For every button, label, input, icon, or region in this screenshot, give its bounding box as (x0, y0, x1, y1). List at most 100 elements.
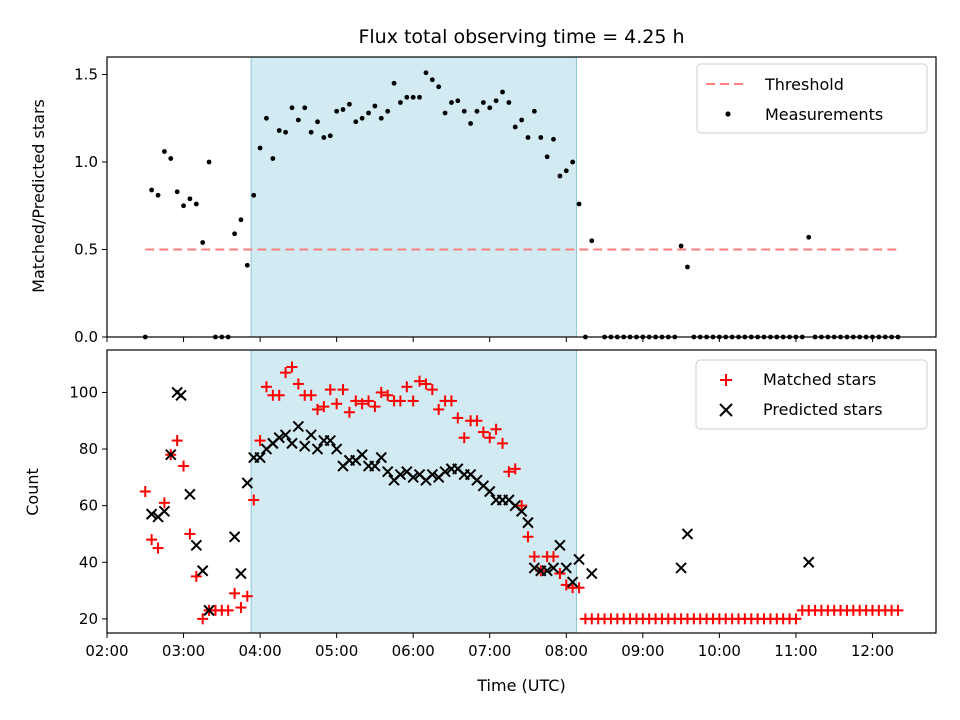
measurement-point (315, 119, 320, 125)
matched-star-point (337, 384, 349, 396)
predicted-star-point (439, 465, 451, 478)
measurement-point (544, 154, 550, 160)
bottom-x-ticks: 02:00 03:00 04:00 05:00 06:00 07:00 08:00 09:00… (85, 633, 894, 660)
bottom-x-tick-label: 02:00 (85, 642, 128, 660)
matched-star-point (522, 531, 534, 543)
matched-star-point (363, 395, 375, 407)
measurement-point (321, 135, 327, 140)
measurement-point (685, 264, 690, 270)
measurement-point (359, 115, 365, 121)
predicted-star-point (145, 508, 158, 520)
predicted-star-point (566, 576, 579, 588)
predicted-star-point (254, 451, 266, 464)
matched-star-point (516, 500, 528, 512)
bottom-panel-frame (106, 349, 937, 634)
measurement-point (232, 231, 238, 237)
predicted-star-point (547, 562, 560, 574)
measurement-point (353, 119, 359, 125)
measurement-point (200, 240, 206, 245)
legend-predicted-swatch (719, 403, 733, 417)
legend-matched-label: Matched stars (763, 370, 876, 389)
matched-star-point (292, 378, 304, 390)
matched-star-point (190, 570, 202, 582)
matched-star-point (790, 613, 802, 625)
matched-star-point (433, 403, 445, 415)
matched-star-point (343, 406, 355, 418)
matched-star-point (229, 587, 241, 599)
matched-star-point (305, 389, 317, 401)
matched-star-point (260, 381, 272, 393)
measurement-point (512, 124, 518, 130)
legend-predicted-label: Predicted stars (763, 400, 883, 419)
predicted-star-point (554, 539, 566, 551)
matched-star-point (503, 466, 515, 478)
predicted-star-point (522, 516, 534, 529)
predicted-star-point (175, 389, 187, 401)
predicted-star-point (426, 468, 439, 481)
bottom-panel: 20 40 60 80 100 02:00 03:00 04:00 05:00 06:00 07:… (23, 349, 937, 695)
measurement-point (366, 110, 371, 116)
matched-star-point (241, 590, 253, 602)
matched-star-point (445, 395, 457, 407)
measurement-point (155, 192, 161, 198)
matched-star-point (471, 415, 483, 427)
measurement-point (327, 133, 333, 139)
matched-star-point (254, 435, 266, 447)
matched-star-point (394, 395, 406, 407)
matched-star-point (222, 604, 234, 616)
top-x-ticks (106, 337, 873, 342)
legend-measurements-label: Measurements (765, 105, 883, 124)
bottom-y-tick-label: 100 (69, 383, 98, 401)
predicted-star-point (356, 449, 368, 461)
matched-star-point (184, 528, 196, 540)
matched-star-point (350, 395, 362, 407)
matched-star-point (312, 403, 324, 415)
predicted-star-point (541, 565, 553, 577)
matched-star-point (497, 437, 509, 449)
measurement-point (385, 108, 391, 114)
measurement-points (142, 70, 901, 340)
matched-star-point (178, 460, 190, 472)
measurement-point (251, 192, 257, 198)
measurement-point (340, 107, 346, 112)
top-y-tick-label: 1.0 (74, 153, 98, 171)
measurement-point (678, 243, 684, 249)
measurement-point (276, 128, 282, 133)
top-y-ticks: 0.0 0.5 1.0 1.5 (74, 66, 107, 346)
measurement-point (295, 117, 301, 123)
measurement-point (193, 201, 199, 207)
measurement-point (551, 136, 556, 142)
x-axis-label: Time (UTC) (476, 676, 565, 695)
measurement-point (576, 201, 582, 207)
matched-star-point (152, 542, 164, 554)
measurement-point (187, 196, 193, 202)
measurement-point (168, 156, 174, 161)
predicted-star-point (279, 429, 292, 441)
predicted-star-point (681, 528, 694, 540)
matched-star-point (573, 582, 585, 594)
measurement-point (417, 94, 422, 100)
matched-star-point (273, 389, 285, 401)
measurement-point (538, 135, 544, 140)
bottom-y-tick-label: 20 (79, 610, 98, 628)
predicted-star-point (311, 443, 324, 455)
predicted-star-point (802, 556, 815, 568)
predicted-star-point (228, 531, 241, 543)
matched-star-point (248, 494, 260, 506)
predicted-star-point (184, 488, 196, 501)
top-legend: Threshold Measurements (696, 63, 928, 134)
matched-star-point (458, 432, 470, 444)
top-legend-box (696, 63, 928, 134)
bottom-x-tick-label: 05:00 (315, 642, 358, 660)
predicted-star-point (407, 471, 419, 484)
predicted-star-point (586, 567, 598, 580)
measurement-point (480, 100, 486, 105)
measurement-point (149, 187, 155, 193)
measurement-point (372, 103, 378, 109)
bottom-x-tick-label: 11:00 (774, 642, 817, 660)
predicted-star-point (675, 562, 687, 574)
measurement-point (206, 159, 212, 165)
measurement-point (506, 100, 512, 105)
predicted-star-point (515, 505, 528, 518)
